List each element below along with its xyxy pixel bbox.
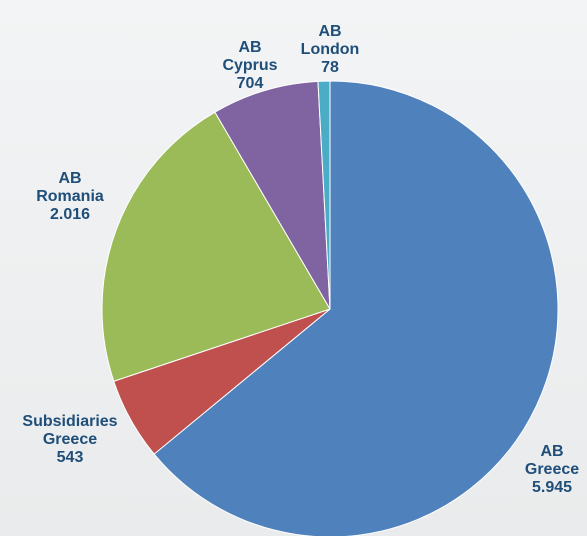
- category-label: AB London: [300, 23, 360, 59]
- slice-label: AB Cyprus 704: [222, 39, 277, 93]
- value-label: 78: [321, 58, 339, 76]
- value-label: 704: [236, 74, 264, 92]
- pie-slice: [101, 111, 331, 382]
- category-label: AB Cyprus: [222, 39, 278, 75]
- value-label: 5.945: [531, 478, 573, 496]
- slice-label: AB Greece 5.945: [525, 443, 579, 497]
- pie-slice: [214, 80, 331, 310]
- category-label: Subsidiaries Greece: [22, 413, 118, 449]
- pie-slice: [317, 80, 331, 310]
- slice-label: Subsidiaries Greece 543: [22, 413, 117, 467]
- value-label: 543: [56, 448, 84, 466]
- pie-slice: [153, 80, 559, 536]
- category-label: AB Romania: [36, 170, 104, 206]
- value-label: 2.016: [49, 205, 91, 223]
- slice-label: AB Romania 2.016: [36, 170, 104, 224]
- category-label: AB Greece: [524, 443, 580, 479]
- slice-label: AB London 78: [301, 23, 360, 77]
